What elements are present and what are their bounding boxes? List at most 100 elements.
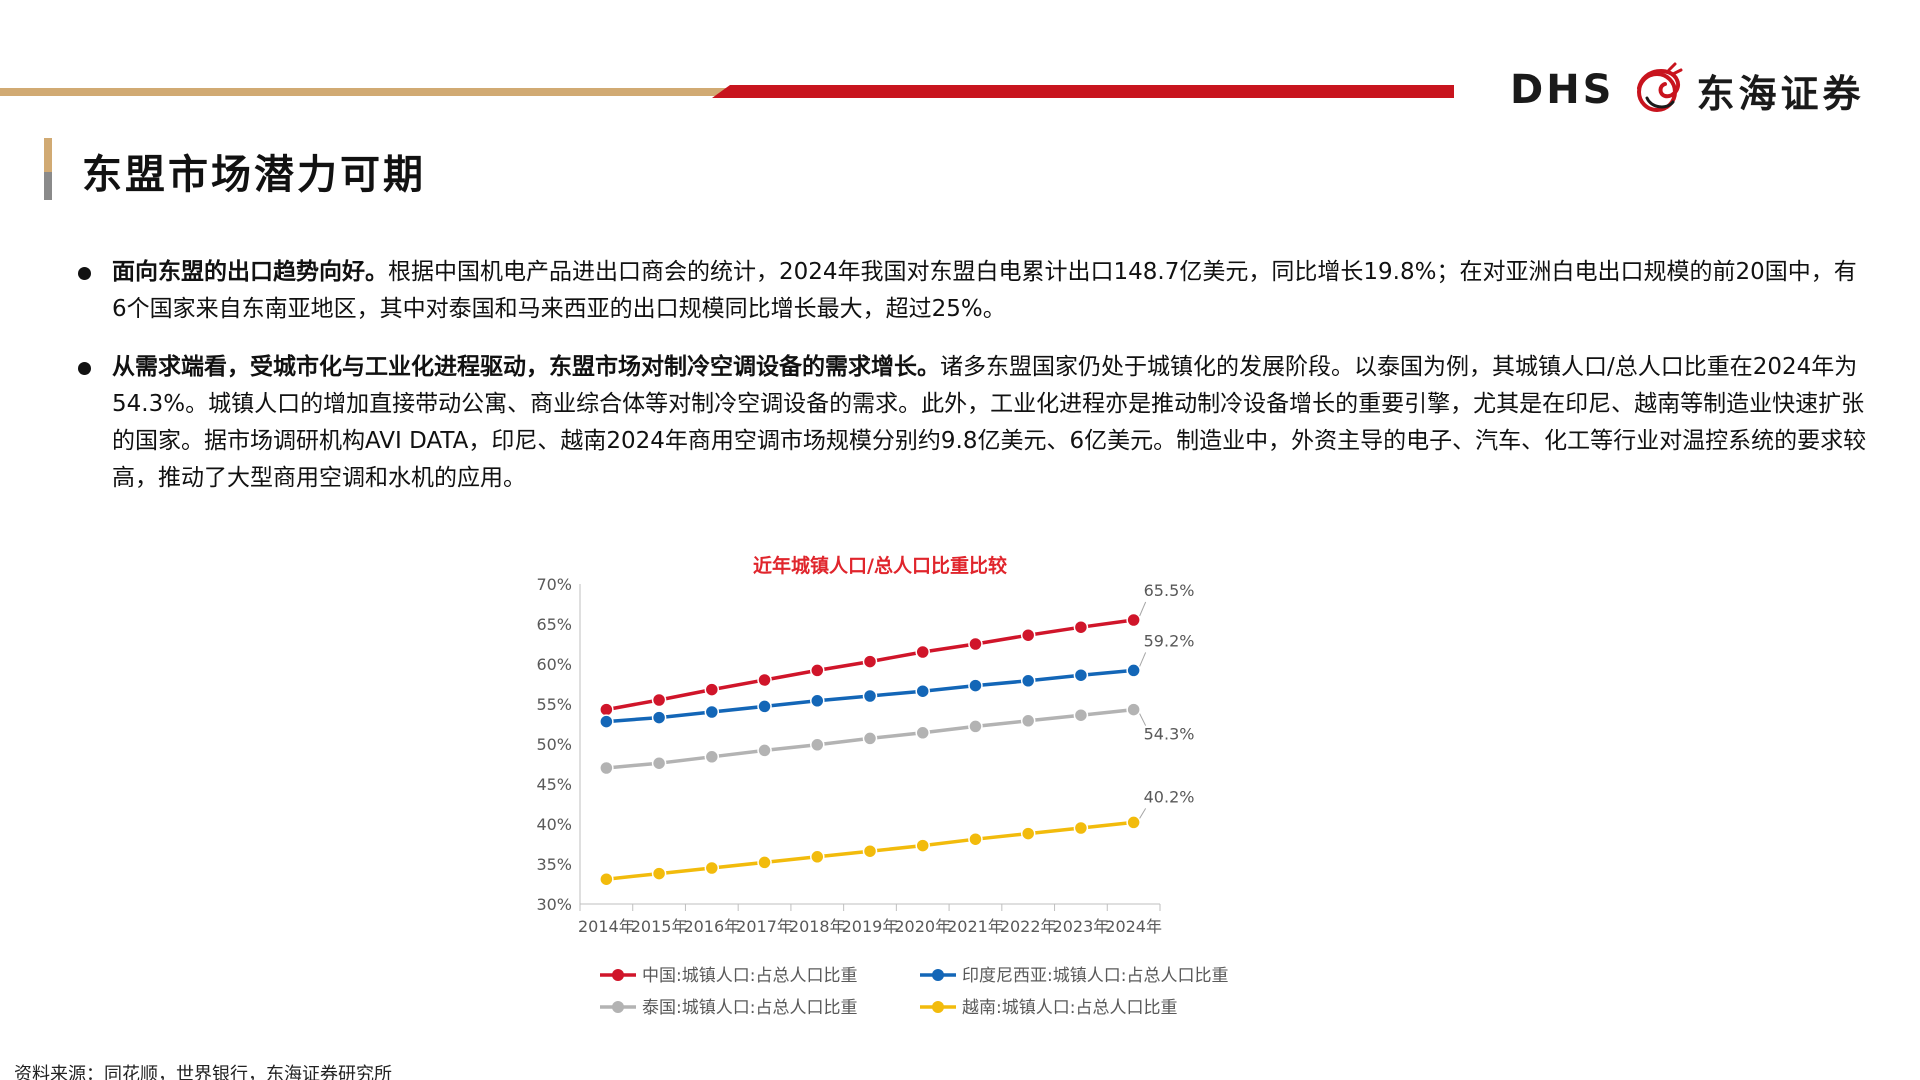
data-point <box>1073 619 1089 635</box>
urbanization-chart: 近年城镇人口/总人口比重比较 30% 35% 40% 45% 50% 55% 60% 65% 70… <box>520 548 1420 1028</box>
y-tick-label: 50% <box>536 735 572 754</box>
data-point <box>810 693 825 709</box>
logo-chinese-text: 东海证券 <box>1696 71 1865 116</box>
data-point <box>810 737 825 753</box>
data-point <box>599 714 614 729</box>
y-tick-label: 70% <box>536 575 572 594</box>
end-label-leader <box>1139 808 1147 819</box>
data-point <box>968 678 983 693</box>
company-logo: DHS 东海证券 <box>1510 55 1865 125</box>
top-bar-gold-segment <box>0 88 730 96</box>
data-point <box>704 749 720 765</box>
x-tick-label: 2023年 <box>1053 917 1110 936</box>
bullet-heading: 从需求端看，受城市化与工业化进程驱动，东盟市场对制冷空调设备的需求增长。 <box>112 354 940 380</box>
data-point <box>651 755 667 771</box>
page-title: 东盟市场潜力可期 <box>82 151 426 198</box>
end-label-leader <box>1139 713 1147 726</box>
data-point <box>1126 815 1141 830</box>
top-bar-red-segment <box>712 85 1454 98</box>
data-point <box>915 683 930 699</box>
data-point <box>1020 627 1036 643</box>
x-tick-label: 2014年 <box>578 917 635 936</box>
data-point <box>757 743 772 758</box>
data-point <box>651 710 667 725</box>
data-point <box>968 719 983 734</box>
data-point <box>915 725 930 741</box>
logo-latin-text: DHS <box>1510 67 1615 113</box>
data-point <box>1020 713 1036 729</box>
end-value-label: 54.3% <box>1144 725 1195 744</box>
data-point <box>862 654 878 669</box>
data-point <box>1073 667 1089 683</box>
legend-swatch-marker <box>612 1001 624 1013</box>
end-value-label: 59.2% <box>1144 631 1195 650</box>
y-tick-label: 60% <box>536 655 572 674</box>
x-tick-label: 2021年 <box>947 917 1004 936</box>
x-tick-label: 2024年 <box>1105 917 1162 936</box>
bullet-item-export-trend: 面向东盟的出口趋势向好。根据中国机电产品进出口商会的统计，2024年我国对东盟白… <box>78 254 1868 328</box>
data-point <box>1020 826 1036 841</box>
y-tick-label: 45% <box>536 775 572 794</box>
data-point <box>757 672 772 688</box>
dragon-logo-icon <box>1636 62 1682 112</box>
x-tick-label: 2016年 <box>683 917 740 936</box>
data-point <box>862 731 878 746</box>
legend-swatch-marker <box>932 1001 944 1013</box>
x-tick-label: 2020年 <box>894 917 951 936</box>
end-value-label: 40.2% <box>1144 787 1195 806</box>
legend-swatch-marker <box>612 969 624 981</box>
data-point <box>862 688 878 704</box>
top-decorative-bar <box>0 85 1454 98</box>
y-tick-label: 35% <box>536 855 572 874</box>
x-tick-label: 2019年 <box>842 917 899 936</box>
data-point <box>757 855 772 870</box>
data-point <box>599 702 614 717</box>
legend-entry: 越南:城镇人口:占总人口比重 <box>962 998 1177 1018</box>
data-point <box>968 831 983 847</box>
data-point <box>757 699 772 714</box>
x-tick-label: 2017年 <box>736 917 793 936</box>
data-point <box>1126 663 1141 678</box>
source-note: 资料来源：同花顺，世界银行，东海证券研究所 <box>14 1064 392 1080</box>
data-point <box>704 860 720 876</box>
x-tick-label: 2015年 <box>631 917 688 936</box>
bullet-body: 诸多东盟国家仍处于城镇化的发展阶段。以泰国为例，其城镇人口/总人口比重在2024… <box>112 354 1867 491</box>
data-point <box>915 644 930 660</box>
data-point <box>915 838 930 853</box>
bullet-heading: 面向东盟的出口趋势向好。 <box>112 259 388 285</box>
end-label-leader <box>1139 652 1147 667</box>
x-tick-label: 2018年 <box>789 917 846 936</box>
y-tick-label: 40% <box>536 815 572 834</box>
data-point <box>862 843 878 859</box>
legend-swatch-marker <box>932 969 944 981</box>
data-point <box>651 866 667 881</box>
bullet-body: 根据中国机电产品进出口商会的统计，2024年我国对东盟白电累计出口148.7亿美… <box>112 259 1857 322</box>
data-point <box>599 871 614 887</box>
y-tick-label: 65% <box>536 615 572 634</box>
end-value-label: 65.5% <box>1144 581 1195 600</box>
legend-entry: 印度尼西亚:城镇人口:占总人口比重 <box>962 966 1228 986</box>
data-point <box>968 636 983 652</box>
data-point <box>1020 673 1036 689</box>
data-point <box>810 849 825 865</box>
data-point <box>704 682 720 697</box>
data-point <box>1126 702 1141 717</box>
y-tick-label: 30% <box>536 895 572 914</box>
bullet-dot-icon <box>78 267 91 280</box>
data-point <box>1073 707 1089 723</box>
data-point <box>704 704 720 720</box>
end-label-leader <box>1139 601 1147 617</box>
title-accent-marker <box>44 138 52 200</box>
data-point <box>1073 820 1089 836</box>
chart-svg: 近年城镇人口/总人口比重比较 30% 35% 40% 45% 50% 55% 60% 65% 70… <box>536 554 1228 1018</box>
data-point <box>599 760 614 776</box>
chart-title: 近年城镇人口/总人口比重比较 <box>753 554 1007 577</box>
legend-entry: 泰国:城镇人口:占总人口比重 <box>642 998 857 1018</box>
bullet-dot-icon <box>78 362 91 375</box>
bullet-item-demand: 从需求端看，受城市化与工业化进程驱动，东盟市场对制冷空调设备的需求增长。诸多东盟… <box>78 349 1868 497</box>
bullet-list: 面向东盟的出口趋势向好。根据中国机电产品进出口商会的统计，2024年我国对东盟白… <box>78 254 1868 518</box>
x-tick-label: 2022年 <box>1000 917 1057 936</box>
legend-entry: 中国:城镇人口:占总人口比重 <box>642 966 857 986</box>
y-tick-label: 55% <box>536 695 572 714</box>
